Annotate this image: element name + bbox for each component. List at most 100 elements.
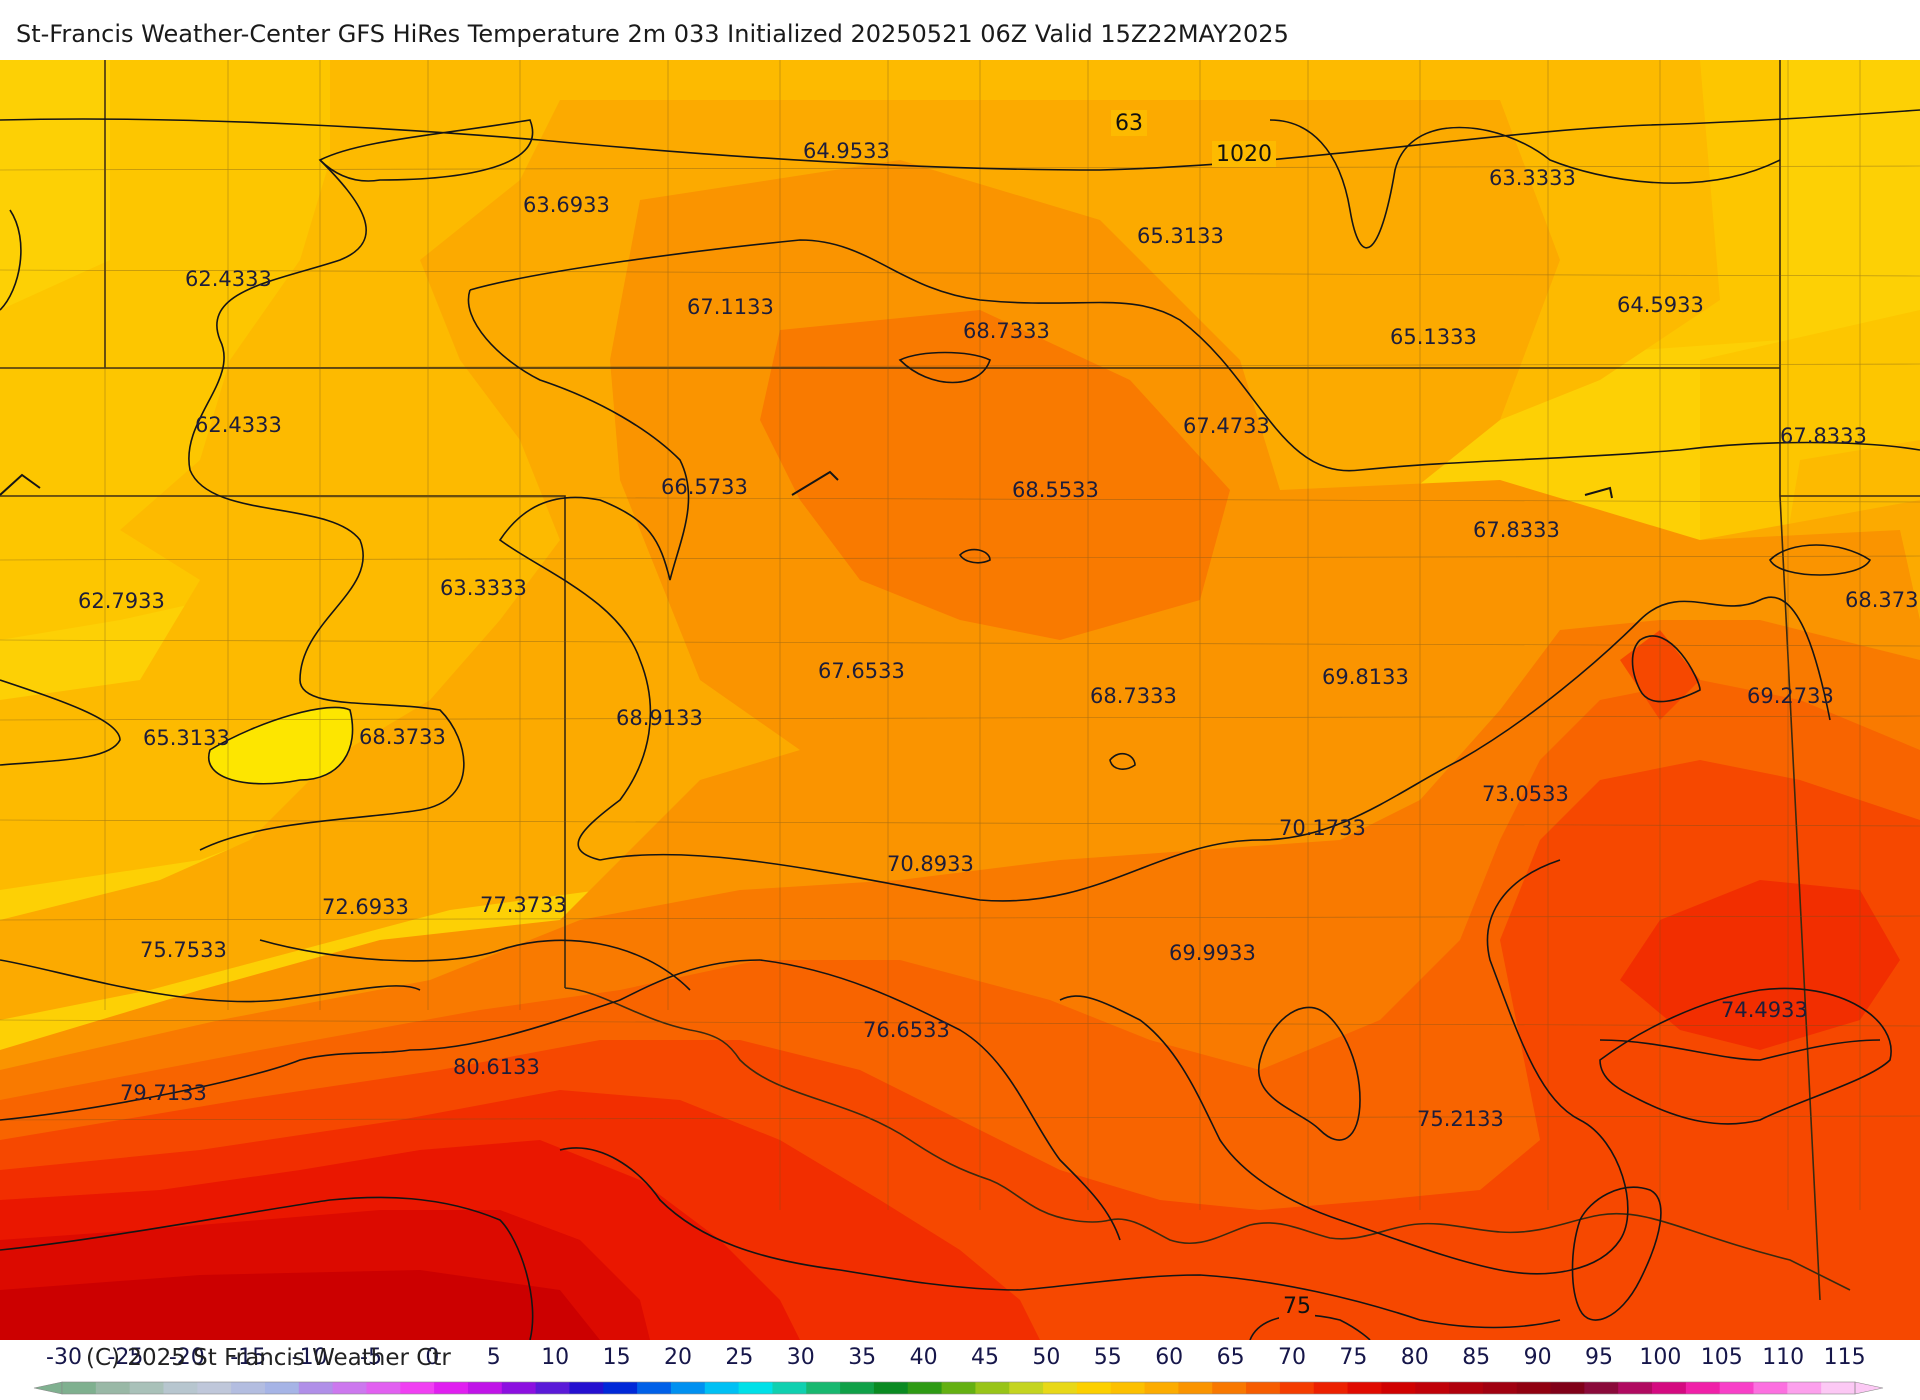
colorbar-cell (1313, 1382, 1349, 1394)
county-line (0, 915, 1920, 921)
colorbar-tick-label: -25 (107, 1345, 143, 1370)
colorbar-cell (163, 1382, 198, 1394)
colorbar-cell (1516, 1382, 1552, 1394)
point-value-label: 73.0533 (1482, 782, 1569, 806)
colorbar-tick-label: 50 (1032, 1345, 1060, 1370)
point-value-label: 67.8333 (1473, 518, 1560, 542)
colorbar-cell (738, 1382, 773, 1394)
colorbar-tick-label: 55 (1094, 1345, 1122, 1370)
colorbar-cell (1584, 1382, 1619, 1394)
temp-band-t82 (0, 1270, 600, 1340)
point-value-label: 64.5933 (1617, 293, 1704, 317)
point-value-label: 68.3733 (1845, 588, 1920, 612)
colorbar-cell (704, 1382, 740, 1394)
colorbar-cell (1178, 1382, 1213, 1394)
point-value-label: 68.7333 (1090, 684, 1177, 708)
temp-band-yellow-spot (208, 707, 353, 784)
county-line (0, 495, 1920, 503)
point-value-label: 74.4933 (1721, 998, 1808, 1022)
colorbar-outline (61, 1381, 1856, 1395)
colorbar-cell (298, 1382, 334, 1394)
point-value-label: 62.4333 (185, 267, 272, 291)
colorbar-cell (1279, 1382, 1315, 1394)
colorbar-tick-label: 60 (1155, 1345, 1183, 1370)
colorbar-cell (501, 1382, 537, 1394)
colorbar-cell (1110, 1382, 1146, 1394)
colorbar-tick-label: 35 (848, 1345, 876, 1370)
colorbar-tick-label: -20 (169, 1345, 205, 1370)
point-value-label: 69.9933 (1169, 941, 1256, 965)
point-value-label: 68.9133 (616, 706, 703, 730)
colorbar-tick-label: 40 (910, 1345, 938, 1370)
colorbar-cell (231, 1382, 266, 1394)
colorbar-cell (1618, 1382, 1653, 1394)
point-value-label: 68.3733 (359, 725, 446, 749)
colorbar-cell (95, 1382, 131, 1394)
colorbar-tick-label: 115 (1824, 1345, 1866, 1370)
colorbar-cell (840, 1382, 875, 1394)
colorbar-cell (467, 1382, 503, 1394)
colorbar-cell (873, 1382, 909, 1394)
point-value-label: 68.7333 (963, 319, 1050, 343)
colorbar-cell (434, 1382, 469, 1394)
colorbar-cell (264, 1382, 300, 1394)
colorbar-tick-label: 90 (1524, 1345, 1552, 1370)
colorbar-cell (535, 1382, 570, 1394)
colorbar-cell (569, 1382, 604, 1394)
colorbar-tick-label: 25 (725, 1345, 753, 1370)
colorbar-cell (197, 1382, 232, 1394)
colorbar-cell (941, 1382, 976, 1394)
county-line (0, 639, 1920, 647)
colorbar-tick-label: 70 (1278, 1345, 1306, 1370)
colorbar-tick-label: 65 (1217, 1345, 1245, 1370)
point-value-label: 80.6133 (453, 1055, 540, 1079)
colorbar-cell (1652, 1382, 1687, 1394)
point-value-label: 72.6933 (322, 895, 409, 919)
colorbar-min-arrow (33, 1381, 63, 1395)
colorbar-cell (1482, 1382, 1518, 1394)
colorbar-tick-label: -10 (292, 1345, 328, 1370)
county-line (0, 269, 1920, 277)
point-value-label: 79.7133 (120, 1081, 207, 1105)
colorbar-tick-label: 105 (1701, 1345, 1743, 1370)
colorbar-cell (1381, 1382, 1416, 1394)
copyright-text: (C) 2025 St Francis Weather Ctr (86, 1345, 451, 1371)
colorbar-cell (1550, 1382, 1585, 1394)
colorbar-cell (1043, 1382, 1078, 1394)
point-value-label: 65.3133 (143, 726, 230, 750)
isoline-label-bg (1212, 141, 1276, 167)
colorbar: -30 -25 -20 -15 -10 -5 0 5 10 15 20 25 30 35 40 45 50 55 6… (33, 1345, 1884, 1395)
colorbar-cell (1009, 1382, 1044, 1394)
colorbar-tick-label: 10 (541, 1345, 569, 1370)
colorbar-max-arrow (1854, 1381, 1884, 1395)
colorbar-cell (907, 1382, 943, 1394)
colorbar-tick-label: 15 (603, 1345, 631, 1370)
county-line (0, 715, 1920, 721)
colorbar-cells (33, 1381, 1884, 1395)
colorbar-tick-label: 45 (971, 1345, 999, 1370)
point-value-labels: 64.9533 63.6933 62.4333 67.1133 68.7333 65.31… (78, 139, 1920, 1131)
map-canvas: 63 1020 75 64.9533 63.6933 62.4333 67.1133 68.… (0, 60, 1920, 1340)
colorbar-tick-label: 30 (787, 1345, 815, 1370)
colorbar-cell (1753, 1382, 1788, 1394)
colorbar-cell (772, 1382, 807, 1394)
temperature-map: 63 1020 75 64.9533 63.6933 62.4333 67.1133 68.… (0, 60, 1920, 1340)
colorbar-cell (129, 1382, 164, 1394)
point-value-label: 62.4333 (195, 413, 282, 437)
wind-barb-marks (0, 470, 1613, 499)
colorbar-cell (366, 1382, 401, 1394)
colorbar-cell (62, 1382, 97, 1394)
point-value-label: 62.7933 (78, 589, 165, 613)
colorbar-tick-label: -5 (360, 1345, 382, 1370)
colorbar-tick-label: 85 (1462, 1345, 1490, 1370)
point-value-label: 63.3333 (1489, 166, 1576, 190)
point-value-label: 70.8933 (887, 852, 974, 876)
isoline-label: 1020 (1216, 142, 1272, 167)
colorbar-cell (1449, 1382, 1484, 1394)
colorbar-cell (806, 1382, 841, 1394)
colorbar-cell (1719, 1382, 1755, 1394)
isolines (0, 109, 1920, 1340)
colorbar-tick-label: 0 (425, 1345, 439, 1370)
point-value-label: 67.4733 (1183, 414, 1270, 438)
point-value-label: 65.1333 (1390, 325, 1477, 349)
